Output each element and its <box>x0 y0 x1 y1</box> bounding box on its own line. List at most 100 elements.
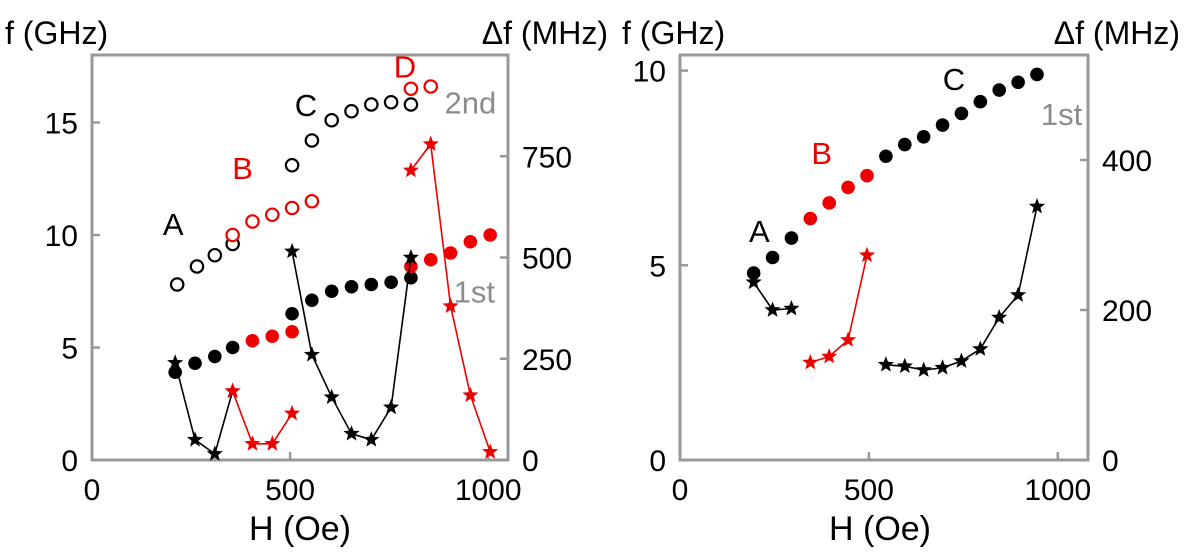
series-1 <box>803 168 874 226</box>
star-point <box>1010 286 1027 302</box>
filled-circle-point <box>225 340 240 355</box>
series-5 <box>877 198 1046 377</box>
filled-circle-point <box>803 211 818 226</box>
series-3 <box>745 273 800 317</box>
series-7 <box>404 228 497 274</box>
open-circle-point <box>225 227 240 243</box>
series-line <box>810 255 868 364</box>
open-circle-point <box>245 214 260 229</box>
filled-circle-point <box>483 228 497 242</box>
y-right-tick-label: 250 <box>522 344 572 377</box>
y-right-tick-label: 400 <box>1102 145 1152 178</box>
open-circle-point <box>403 97 419 112</box>
y-right-tick-label: 200 <box>1102 295 1152 328</box>
y-left-tick-label: 0 <box>61 445 78 478</box>
filled-circle-point <box>443 246 458 260</box>
series-3 <box>403 79 439 97</box>
x-tick-label: 500 <box>844 474 894 507</box>
star-point <box>186 431 204 447</box>
open-circle-point <box>364 97 379 112</box>
annotation-label: D <box>394 50 416 85</box>
star-point <box>991 309 1008 325</box>
filled-circle-point <box>954 106 969 121</box>
star-point <box>934 359 951 375</box>
star-point <box>802 354 819 370</box>
filled-circle-point <box>765 250 780 265</box>
open-circle-point <box>403 81 419 97</box>
filled-circle-point <box>245 333 260 348</box>
x-tick-label: 0 <box>84 474 101 507</box>
series-line <box>885 206 1038 371</box>
annotation-label: 1st <box>454 275 496 310</box>
series-0 <box>169 236 240 292</box>
series-11 <box>402 135 499 459</box>
open-circle-point <box>304 133 320 148</box>
open-circle-point <box>189 259 205 274</box>
series-line <box>174 362 234 456</box>
star-point <box>840 331 857 347</box>
filled-circle-point <box>168 365 182 380</box>
filled-circle-point <box>265 329 280 344</box>
series-1 <box>225 193 320 243</box>
filled-circle-point <box>344 279 359 294</box>
series-2 <box>879 67 1044 164</box>
open-circle-point <box>284 200 300 216</box>
star-point <box>284 404 301 421</box>
filled-circle-point <box>746 266 761 280</box>
filled-circle-point <box>784 231 799 245</box>
y-left-axis-label: f (GHz) <box>5 15 108 51</box>
star-point <box>422 135 439 151</box>
star-point <box>745 273 762 290</box>
open-circle-point <box>423 79 439 94</box>
filled-circle-point <box>188 356 202 371</box>
filled-circle-point <box>305 293 319 308</box>
series-6 <box>285 270 418 321</box>
series-0 <box>746 231 799 280</box>
star-point <box>821 348 838 364</box>
filled-circle-point <box>423 252 438 267</box>
filled-circle-point <box>384 275 398 290</box>
filled-circle-point <box>463 234 478 249</box>
series-2 <box>284 94 419 173</box>
star-point <box>224 382 241 398</box>
filled-circle-point <box>897 137 912 152</box>
annotation-label: 2nd <box>444 86 496 121</box>
star-point <box>783 300 800 316</box>
y-right-axis-label: Δf (MHz) <box>482 15 608 51</box>
filled-circle-point <box>935 118 950 132</box>
filled-circle-point <box>1030 67 1044 82</box>
annotation-label: C <box>943 62 965 97</box>
y-right-tick-label: 0 <box>522 445 539 478</box>
open-circle-point <box>304 193 320 209</box>
star-point <box>896 357 913 374</box>
y-right-tick-label: 0 <box>1102 445 1119 478</box>
open-circle-point <box>169 277 185 292</box>
y-left-tick-label: 10 <box>633 56 666 89</box>
filled-circle-point <box>973 94 988 109</box>
star-point <box>383 398 400 415</box>
star-point <box>244 435 261 451</box>
right-panel: 0 500 1000 0 5 10 0 200 400 H (Oe) f (GHz) Δf (MHz)… <box>622 15 1180 548</box>
star-point <box>877 356 894 372</box>
y-right-tick-label: 750 <box>522 141 572 174</box>
open-circle-point <box>344 103 359 119</box>
annotation-label: 1st <box>1041 97 1083 132</box>
filled-circle-point <box>879 149 893 164</box>
y-left-tick-label: 0 <box>649 445 666 478</box>
filled-circle-point <box>1011 75 1025 90</box>
x-axis-label: H (Oe) <box>829 510 931 548</box>
filled-circle-point <box>285 324 299 339</box>
x-tick-label: 1000 <box>1024 474 1091 507</box>
filled-circle-point <box>822 196 837 210</box>
y-right-tick-label: 500 <box>522 243 572 276</box>
open-circle-point <box>383 94 399 110</box>
star-point <box>206 445 223 461</box>
y-left-axis-label: f (GHz) <box>622 15 725 51</box>
star-point <box>343 425 360 441</box>
star-point <box>363 431 380 447</box>
star-point <box>462 386 479 403</box>
plot-frame <box>678 53 1090 462</box>
filled-circle-point <box>285 306 299 321</box>
star-point <box>402 161 419 178</box>
